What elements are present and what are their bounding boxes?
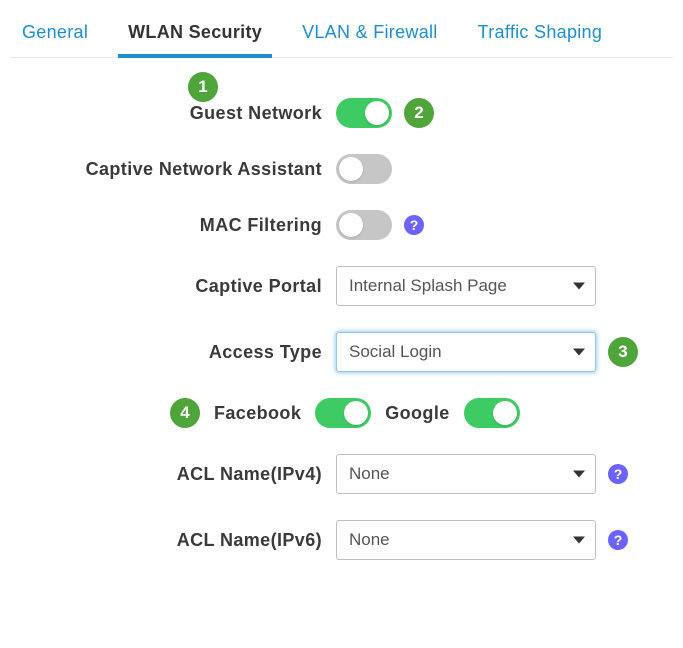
tab-traffic-shaping[interactable]: Traffic Shaping: [472, 12, 609, 57]
label-google: Google: [385, 403, 449, 424]
select-acl-ipv4[interactable]: None: [336, 454, 596, 494]
toggle-mac-filtering[interactable]: [336, 210, 392, 240]
wlan-security-form: Guest Network 2 Captive Network Assistan…: [10, 92, 673, 560]
chevron-down-icon: [573, 471, 585, 478]
help-icon[interactable]: ?: [608, 530, 628, 550]
tab-general[interactable]: General: [16, 12, 94, 57]
label-guest-network: Guest Network: [10, 103, 322, 124]
row-guest-network: Guest Network 2: [10, 98, 673, 128]
label-acl-ipv4: ACL Name(IPv4): [10, 464, 322, 485]
help-icon[interactable]: ?: [608, 464, 628, 484]
label-facebook: Facebook: [214, 403, 301, 424]
select-access-type-value: Social Login: [349, 342, 442, 362]
label-captive-portal: Captive Portal: [10, 276, 322, 297]
tabs: General WLAN Security VLAN & Firewall Tr…: [10, 12, 673, 58]
toggle-google[interactable]: [464, 398, 520, 428]
row-social-login: 4 Facebook Google: [10, 398, 673, 428]
tab-vlan-firewall[interactable]: VLAN & Firewall: [296, 12, 444, 57]
annotation-badge-1: 1: [188, 72, 218, 102]
row-mac-filtering: MAC Filtering ?: [10, 210, 673, 240]
toggle-facebook[interactable]: [315, 398, 371, 428]
row-captive-portal: Captive Portal Internal Splash Page: [10, 266, 673, 306]
chevron-down-icon: [573, 537, 585, 544]
label-access-type: Access Type: [10, 342, 322, 363]
select-acl-ipv4-value: None: [349, 464, 390, 484]
label-mac-filtering: MAC Filtering: [10, 215, 322, 236]
row-acl-ipv4: ACL Name(IPv4) None ?: [10, 454, 673, 494]
label-captive-network-assistant: Captive Network Assistant: [10, 159, 322, 180]
select-acl-ipv6[interactable]: None: [336, 520, 596, 560]
select-acl-ipv6-value: None: [349, 530, 390, 550]
chevron-down-icon: [573, 283, 585, 290]
select-access-type[interactable]: Social Login: [336, 332, 596, 372]
toggle-guest-network[interactable]: [336, 98, 392, 128]
select-captive-portal[interactable]: Internal Splash Page: [336, 266, 596, 306]
tab-wlan-security[interactable]: WLAN Security: [122, 12, 268, 57]
select-captive-portal-value: Internal Splash Page: [349, 276, 507, 296]
chevron-down-icon: [573, 349, 585, 356]
row-acl-ipv6: ACL Name(IPv6) None ?: [10, 520, 673, 560]
row-captive-network-assistant: Captive Network Assistant: [10, 154, 673, 184]
annotation-badge-4: 4: [170, 398, 200, 428]
annotation-badge-3: 3: [608, 337, 638, 367]
row-access-type: Access Type Social Login 3: [10, 332, 673, 372]
label-acl-ipv6: ACL Name(IPv6): [10, 530, 322, 551]
help-icon[interactable]: ?: [404, 215, 424, 235]
annotation-badge-2: 2: [404, 98, 434, 128]
toggle-captive-network-assistant[interactable]: [336, 154, 392, 184]
